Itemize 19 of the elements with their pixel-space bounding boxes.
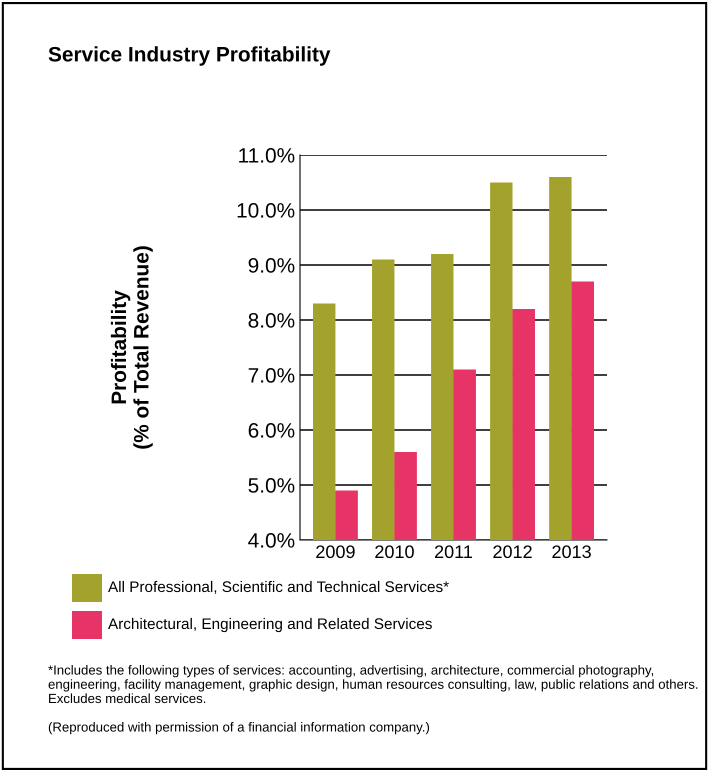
text: (Reproduced with permission of a financial information company.)	[48, 722, 430, 734]
y-tick-label: 6.0%	[248, 423, 294, 438]
text: *Includes the following types of services: accounting, advertising, architecture, commercial photography, engineering, facility management, graphic design, human resources consulting, law, public relations and others. Excludes medical services.	[48, 665, 698, 704]
chart-title: Service Industry Profitability	[48, 46, 330, 66]
y-tick-label: 7.0%	[248, 368, 294, 383]
y-tick-label: 10.0%	[238, 203, 294, 218]
x-tick-label: 2013	[552, 545, 591, 558]
y-tick-label: 11.0%	[239, 148, 294, 163]
x-tick-label: 2012	[493, 545, 532, 558]
y-tick-label: 4.0%	[248, 533, 294, 548]
legend-label: Architectural, Engineering and Related Services	[108, 618, 432, 632]
y-tick-label: 5.0%	[248, 478, 294, 493]
y-axis-title: Profitability (% of Total Revenue)	[110, 246, 153, 449]
x-tick-label: 2010	[375, 545, 414, 558]
y-tick-label: 9.0%	[248, 258, 294, 273]
x-tick-label: 2011	[434, 545, 472, 558]
legend-label: All Professional, Scientific and Technical Services*	[108, 580, 449, 594]
x-tick-label: 2009	[316, 545, 355, 558]
y-tick-label: 8.0%	[248, 313, 294, 328]
